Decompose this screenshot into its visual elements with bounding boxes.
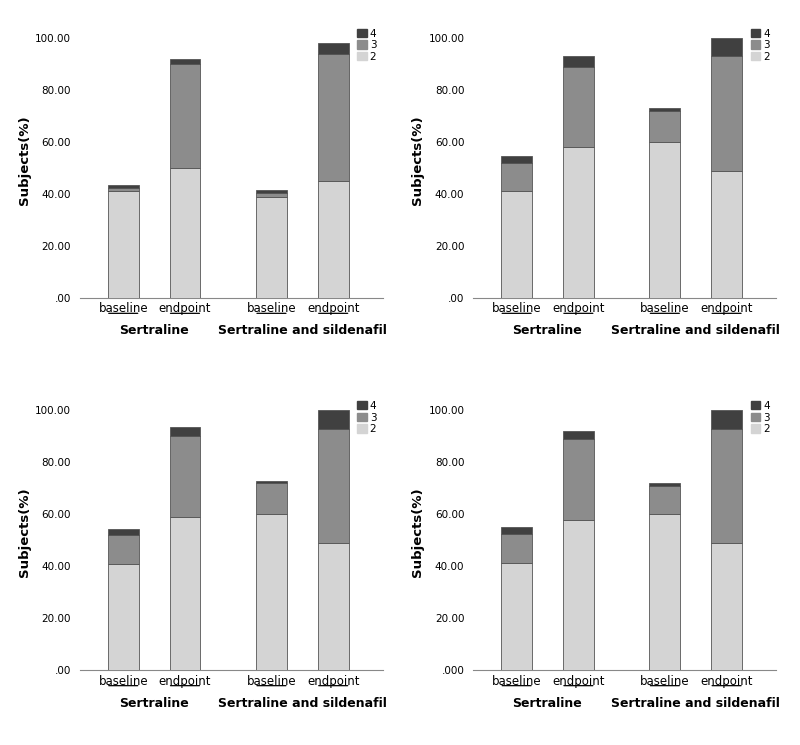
Y-axis label: Subjects(%): Subjects(%) <box>18 115 31 205</box>
Text: Sertraline and sildenafil: Sertraline and sildenafil <box>218 324 386 337</box>
Text: Sertraline and sildenafil: Sertraline and sildenafil <box>218 697 386 709</box>
Bar <box>563 519 594 670</box>
Bar <box>711 410 742 428</box>
Bar <box>563 56 594 66</box>
Text: Sertraline: Sertraline <box>513 324 582 337</box>
Text: Sertraline: Sertraline <box>119 324 189 337</box>
Bar <box>170 437 201 517</box>
Bar <box>170 64 201 168</box>
Bar <box>108 535 138 564</box>
Bar <box>650 484 680 486</box>
Y-axis label: Subjects(%): Subjects(%) <box>18 488 31 577</box>
Bar <box>170 517 201 670</box>
Bar <box>318 410 349 428</box>
Bar <box>711 171 742 298</box>
Bar <box>650 108 680 111</box>
Bar <box>170 427 201 437</box>
Bar <box>170 59 201 64</box>
Bar <box>650 486 680 514</box>
Bar <box>650 514 680 670</box>
Bar <box>318 54 349 181</box>
Legend: 4, 3, 2: 4, 3, 2 <box>750 400 770 435</box>
Bar <box>563 148 594 298</box>
Bar <box>108 564 138 670</box>
Bar <box>501 156 532 163</box>
Bar <box>318 43 349 54</box>
Bar <box>711 38 742 56</box>
Bar <box>108 191 138 298</box>
Bar <box>650 142 680 298</box>
Bar <box>318 543 349 670</box>
Legend: 4, 3, 2: 4, 3, 2 <box>356 28 378 63</box>
Bar <box>256 197 287 298</box>
Text: Sertraline: Sertraline <box>119 697 189 709</box>
Bar <box>108 529 138 535</box>
Bar <box>501 527 532 534</box>
Text: Sertraline and sildenafil: Sertraline and sildenafil <box>611 697 780 709</box>
Bar <box>170 168 201 298</box>
Legend: 4, 3, 2: 4, 3, 2 <box>750 28 770 63</box>
Bar <box>563 66 594 148</box>
Legend: 4, 3, 2: 4, 3, 2 <box>356 400 378 435</box>
Bar <box>256 193 287 197</box>
Bar <box>501 534 532 562</box>
Bar <box>108 185 138 188</box>
Y-axis label: Subjects(%): Subjects(%) <box>411 488 424 577</box>
Bar <box>563 431 594 439</box>
Text: Sertraline: Sertraline <box>513 697 582 709</box>
Bar <box>711 56 742 171</box>
Y-axis label: Subjects(%): Subjects(%) <box>411 115 424 205</box>
Bar <box>256 484 287 514</box>
Text: Sertraline and sildenafil: Sertraline and sildenafil <box>611 324 780 337</box>
Bar <box>711 428 742 543</box>
Bar <box>501 163 532 191</box>
Bar <box>711 543 742 670</box>
Bar <box>501 191 532 298</box>
Bar <box>256 481 287 484</box>
Bar <box>501 562 532 670</box>
Bar <box>318 181 349 298</box>
Bar <box>318 428 349 543</box>
Bar <box>563 439 594 519</box>
Bar <box>108 188 138 191</box>
Bar <box>256 190 287 193</box>
Bar <box>256 514 287 670</box>
Bar <box>650 111 680 142</box>
